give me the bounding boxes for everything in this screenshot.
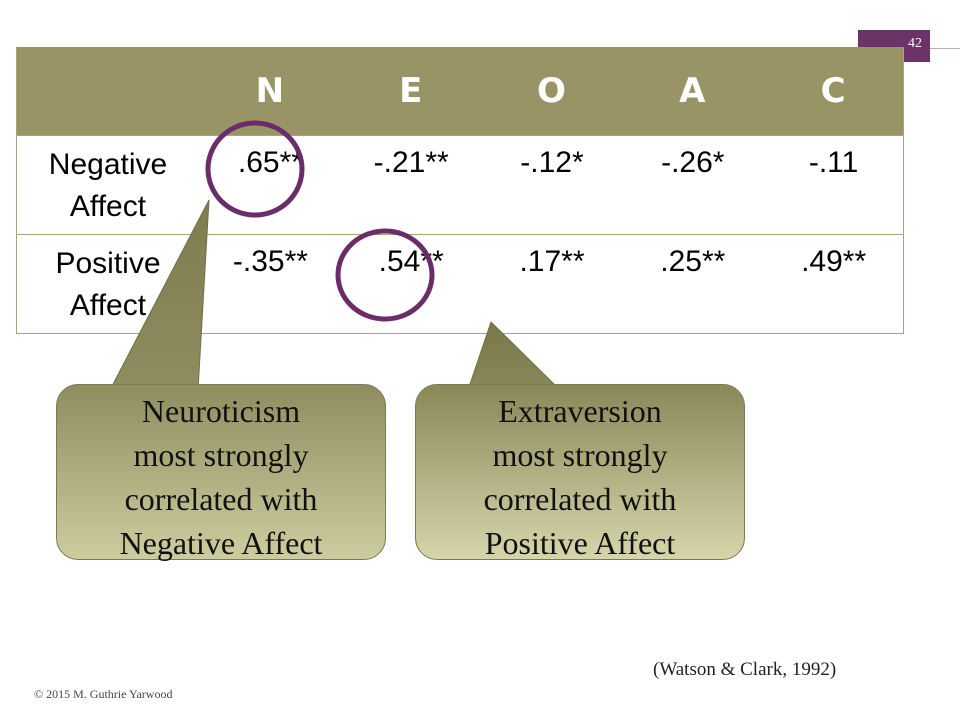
callout-line: Extraversion bbox=[498, 393, 662, 429]
column-header-a: A bbox=[622, 47, 764, 135]
cell-positive-o: .17** bbox=[481, 233, 623, 334]
cell-negative-e: -.21** bbox=[340, 134, 482, 234]
cell-positive-e: .54** bbox=[340, 233, 482, 334]
column-header-e: E bbox=[340, 47, 482, 135]
callout-neuroticism: Neuroticism most strongly correlated wit… bbox=[56, 384, 386, 561]
cell-positive-c: .49** bbox=[763, 233, 904, 334]
row-label-line: Negative bbox=[48, 147, 168, 181]
table-row-negative-affect: Negative Affect .65** -.21** -.12* -.26*… bbox=[16, 134, 904, 234]
cell-positive-a: .25** bbox=[622, 233, 764, 334]
column-header-c: C bbox=[763, 47, 904, 135]
row-label-positive-affect: Positive Affect bbox=[16, 233, 200, 334]
callout-line: Negative Affect bbox=[119, 525, 323, 561]
table-header-row: N E O A C bbox=[16, 47, 904, 135]
callout-line: most strongly bbox=[133, 437, 309, 473]
row-label-line: Positive bbox=[55, 246, 161, 280]
citation: (Watson & Clark, 1992) bbox=[653, 659, 837, 680]
row-label-negative-affect: Negative Affect bbox=[16, 134, 200, 234]
cell-negative-o: -.12* bbox=[481, 134, 623, 234]
row-label-line: Affect bbox=[69, 288, 147, 322]
cell-negative-n: .65** bbox=[200, 134, 341, 234]
callout-line: correlated with bbox=[483, 481, 677, 517]
copyright-notice: © 2015 M. Guthrie Yarwood bbox=[34, 687, 173, 701]
callout-line: Neuroticism bbox=[141, 393, 301, 429]
callout-extraversion: Extraversion most strongly correlated wi… bbox=[415, 384, 745, 561]
cell-positive-n: -.35** bbox=[200, 233, 341, 334]
callout-line: most strongly bbox=[492, 437, 668, 473]
callout-line: Positive Affect bbox=[484, 525, 676, 561]
correlation-table: N E O A C Negative Affect .65** -.21** -… bbox=[16, 47, 904, 334]
cell-negative-c: -.11 bbox=[763, 134, 904, 234]
callout-line: correlated with bbox=[124, 481, 318, 517]
header-corner-cell bbox=[16, 47, 200, 135]
column-header-n: N bbox=[200, 47, 341, 135]
cell-negative-a: -.26* bbox=[622, 134, 764, 234]
row-label-line: Affect bbox=[69, 189, 147, 223]
table-row-positive-affect: Positive Affect -.35** .54** .17** .25**… bbox=[16, 233, 904, 334]
column-header-o: O bbox=[481, 47, 623, 135]
